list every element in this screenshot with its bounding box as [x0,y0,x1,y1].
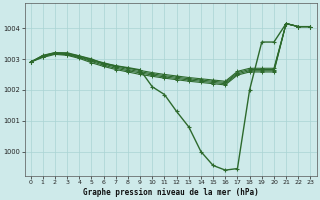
X-axis label: Graphe pression niveau de la mer (hPa): Graphe pression niveau de la mer (hPa) [83,188,258,197]
